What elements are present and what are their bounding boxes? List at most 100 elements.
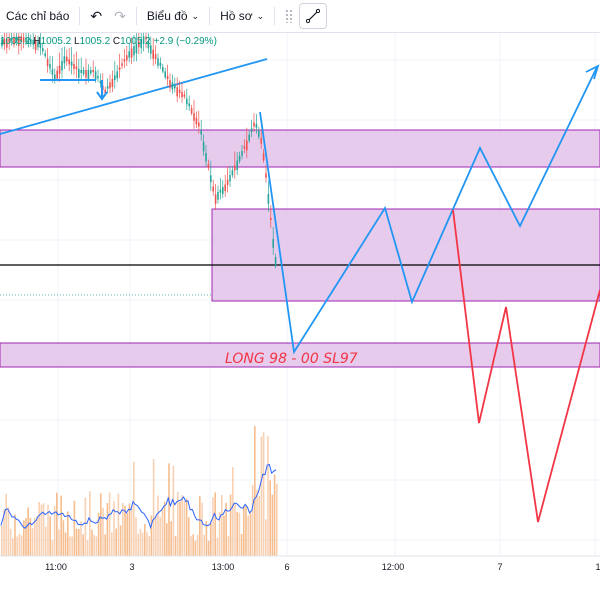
candle-body [6, 38, 8, 48]
candle-body [133, 46, 135, 56]
redo-icon: ↷ [114, 7, 126, 24]
candle-body [270, 218, 272, 221]
chart-type-dropdown[interactable]: Biểu đồ ⌄ [141, 4, 205, 28]
candle-body [123, 59, 126, 62]
volume-bar [172, 465, 175, 556]
candle-body [174, 84, 176, 89]
volume-moving-average [0, 463, 277, 530]
volume-bar [58, 529, 60, 556]
projection-path-red[interactable] [452, 209, 600, 523]
volume-bar [14, 514, 16, 556]
volume-bar [234, 503, 236, 556]
drag-handle-icon[interactable] [285, 9, 294, 23]
candle-body [18, 36, 20, 46]
zone-rectangle[interactable] [211, 208, 600, 302]
candle-body [51, 69, 54, 75]
candle-body [234, 165, 236, 171]
candle-body [231, 170, 234, 176]
candle-body [118, 67, 121, 70]
trend-line[interactable] [0, 58, 268, 135]
volume-bar [5, 493, 7, 556]
candle-body [140, 38, 142, 49]
volume-bar [192, 534, 194, 556]
volume-bar [271, 494, 274, 556]
volume-bar [243, 505, 245, 556]
zone-rectangle[interactable] [0, 129, 600, 168]
volume-bar [203, 534, 205, 556]
volume-bar [144, 524, 146, 556]
indicators-button[interactable]: Các chỉ báo [0, 4, 75, 28]
volume-bar [177, 491, 179, 556]
candle-body [176, 87, 178, 97]
volume-bar [185, 498, 188, 556]
zone-rectangle[interactable] [0, 342, 600, 368]
volume-bar [181, 495, 183, 556]
volume-bar [75, 528, 78, 556]
candle-body [190, 108, 193, 114]
volume-bar [146, 532, 148, 556]
volume-bar [188, 517, 190, 556]
candle-body [198, 122, 200, 127]
volume-bar [97, 512, 100, 556]
volume-bar [262, 432, 265, 556]
candle-body [181, 92, 183, 98]
volume-bar [174, 536, 177, 556]
candle-body [272, 239, 274, 248]
volume-bar [122, 502, 124, 556]
volume-bar [53, 505, 56, 556]
chevron-down-icon: ⌄ [256, 10, 265, 21]
candle-body [54, 74, 56, 81]
candle-body [104, 89, 106, 94]
candle-body [229, 175, 231, 182]
trade-annotation[interactable]: LONG 98 - 00 SL97 [225, 351, 358, 367]
candle-body [126, 55, 128, 61]
x-axis-tick-label: 13:00 [212, 562, 235, 572]
undo-button[interactable]: ↶ [84, 4, 108, 28]
volume-bar [84, 497, 87, 556]
candle-body [25, 37, 27, 43]
volume-bar [212, 497, 214, 556]
volume-bar [273, 474, 276, 556]
legend-low: 1005.2 [79, 36, 111, 47]
projection-path-blue[interactable] [259, 66, 598, 355]
candle-body [63, 56, 66, 64]
volume-bar [276, 483, 278, 556]
volume-bar [236, 512, 238, 556]
template-dropdown[interactable]: Hồ sơ ⌄ [214, 4, 270, 28]
candle-body [80, 70, 82, 74]
redo-button[interactable]: ↷ [108, 4, 132, 28]
volume-bar [49, 516, 51, 556]
volume-bar [36, 516, 38, 556]
candle-body [236, 160, 238, 170]
volume-bar [91, 529, 93, 556]
candle-body [130, 48, 133, 58]
volume-bar [73, 500, 76, 556]
candle-body [159, 62, 162, 67]
toolbar-divider [79, 7, 81, 25]
volume-bar [124, 505, 126, 556]
volume-bar [210, 523, 212, 556]
volume-bar [7, 506, 10, 556]
candle-body [22, 37, 25, 43]
volume-bar [254, 425, 256, 556]
volume-bar [67, 511, 69, 556]
candle-body [212, 186, 214, 192]
candle-body [15, 36, 18, 43]
volume-bar [82, 534, 84, 556]
candle-body [135, 43, 138, 54]
candle-body [39, 42, 42, 49]
volume-bar [126, 512, 128, 556]
volume-bar [258, 495, 260, 556]
volume-bar [3, 509, 5, 556]
candle-body [171, 82, 174, 90]
candle-body [10, 37, 13, 41]
volume-bar [159, 516, 161, 556]
volume-bar [179, 501, 181, 556]
drawing-tool-button[interactable] [299, 3, 328, 29]
volume-bar [194, 540, 197, 556]
candle-body [274, 257, 277, 267]
volume-bar [128, 503, 131, 556]
candle-body [145, 36, 147, 40]
candle-body [241, 151, 243, 156]
